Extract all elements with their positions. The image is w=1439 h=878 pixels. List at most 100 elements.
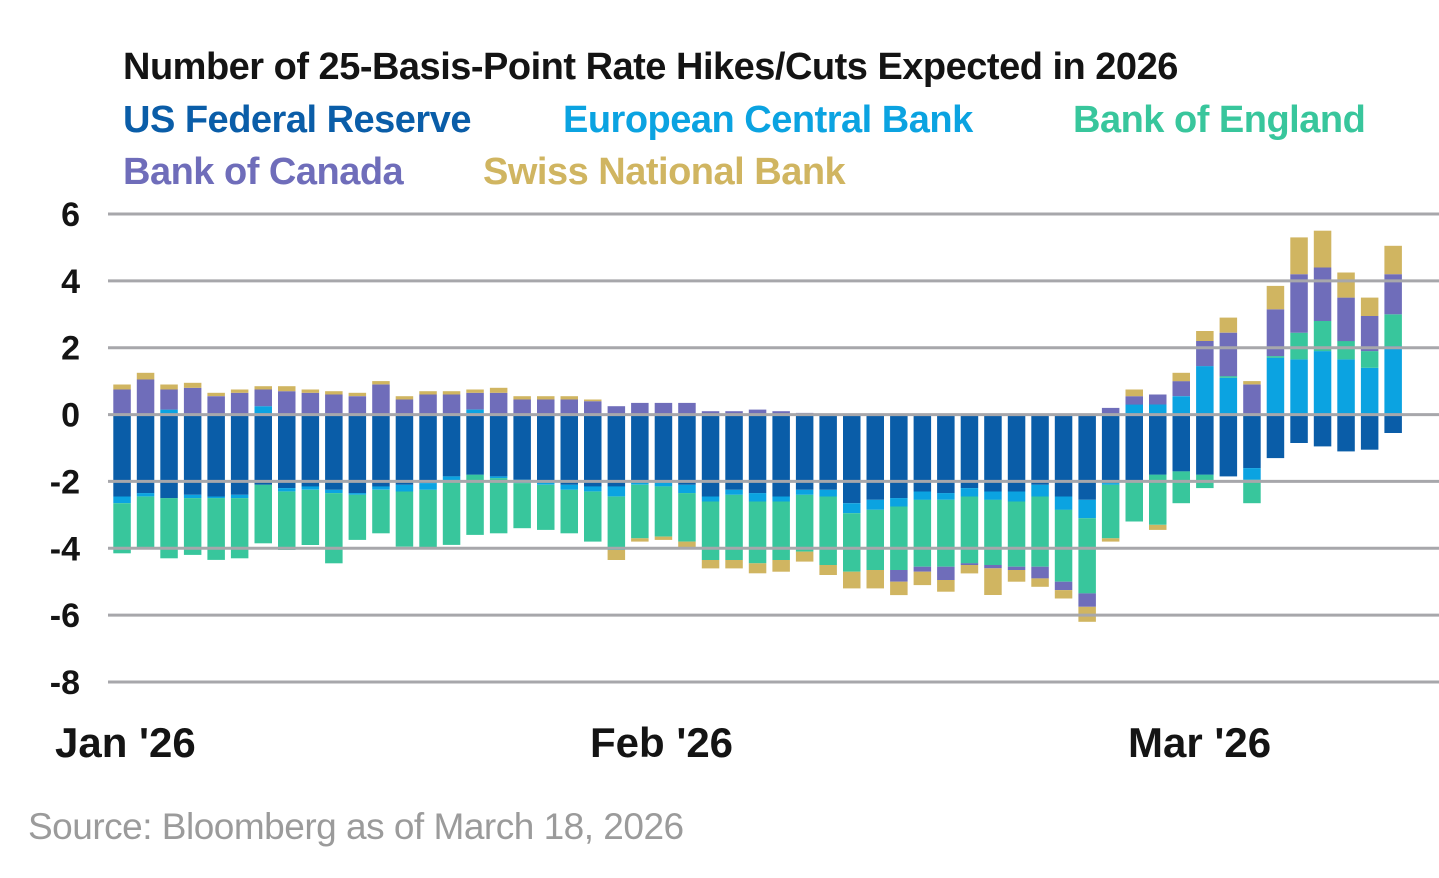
bar-segment bbox=[1290, 274, 1308, 333]
bar-segment bbox=[772, 501, 790, 560]
bar-segment bbox=[1384, 346, 1402, 415]
bar-segment bbox=[937, 566, 955, 581]
bar-segment bbox=[701, 560, 720, 569]
bar-segment bbox=[442, 476, 461, 482]
bar-segment bbox=[1384, 314, 1402, 347]
bar-segment bbox=[113, 496, 131, 504]
bar-segment bbox=[560, 414, 578, 485]
bar-segment bbox=[1196, 366, 1214, 415]
bar-segment bbox=[301, 389, 320, 393]
bar-segment bbox=[1384, 274, 1402, 315]
bar-segment bbox=[183, 387, 202, 415]
bar-segment bbox=[725, 411, 743, 415]
bar-segment bbox=[207, 414, 225, 497]
bar-segment bbox=[348, 392, 367, 397]
bar-segment bbox=[819, 496, 837, 565]
bar-segment bbox=[1360, 297, 1379, 316]
bar-segment bbox=[1125, 389, 1143, 397]
bar-segment bbox=[772, 414, 790, 497]
y-tick-label: -2 bbox=[50, 463, 80, 501]
bar-segment bbox=[372, 489, 390, 534]
bar-segment bbox=[701, 501, 720, 560]
bar-segment bbox=[678, 414, 696, 485]
bar-segment bbox=[136, 493, 155, 497]
bar-segment bbox=[1054, 581, 1073, 591]
bar-segment bbox=[372, 381, 390, 385]
bar-segment bbox=[1101, 484, 1120, 539]
bar-segment bbox=[607, 486, 626, 497]
bar-segment bbox=[1337, 359, 1355, 415]
bar-segment bbox=[1243, 468, 1261, 480]
bar-segment bbox=[1149, 404, 1167, 415]
bar-segment bbox=[1266, 356, 1285, 358]
bar-segment bbox=[584, 491, 602, 542]
bar-segment bbox=[1172, 372, 1190, 382]
bar-segment bbox=[584, 486, 602, 492]
bar-segment bbox=[843, 503, 861, 514]
bar-segment bbox=[325, 493, 343, 564]
bar-segment bbox=[1313, 230, 1332, 268]
chart-title: Number of 25-Basis-Point Rate Hikes/Cuts… bbox=[123, 46, 1178, 88]
bar-segment bbox=[913, 414, 932, 492]
bar-segment bbox=[890, 581, 908, 596]
bar-segment bbox=[513, 414, 531, 480]
bar-segment bbox=[136, 379, 155, 415]
bar-segment bbox=[937, 414, 955, 494]
bar-segment bbox=[419, 489, 437, 549]
bar-segment bbox=[701, 411, 720, 415]
bar-segment bbox=[1125, 396, 1143, 405]
bar-segment bbox=[866, 414, 884, 500]
bar-segment bbox=[372, 486, 390, 490]
bar-segment bbox=[725, 414, 743, 490]
bar-segment bbox=[1313, 321, 1332, 352]
legend-bank-of-england: Bank of England bbox=[1073, 99, 1366, 141]
bar-segment bbox=[1384, 414, 1402, 433]
bar-segment bbox=[913, 571, 932, 586]
bar-segment bbox=[537, 396, 555, 400]
bar-segment bbox=[843, 513, 861, 572]
bar-segment bbox=[160, 384, 178, 390]
bar-segment bbox=[1337, 341, 1355, 360]
bar-segment bbox=[442, 394, 461, 415]
bar-segment bbox=[1007, 491, 1026, 502]
bar-segment bbox=[466, 474, 484, 535]
bar-segment bbox=[913, 499, 932, 567]
bar-segment bbox=[1125, 481, 1143, 522]
bar-segment bbox=[230, 392, 249, 415]
bar-segment bbox=[748, 414, 767, 494]
bar-segment bbox=[1196, 414, 1214, 475]
bar-segment bbox=[819, 414, 837, 490]
gridlines-layer bbox=[108, 212, 1439, 684]
bar-segment bbox=[466, 392, 484, 410]
bar-segment bbox=[890, 498, 908, 507]
bar-segment bbox=[1243, 414, 1261, 469]
bar-segment bbox=[1360, 316, 1379, 352]
bar-segment bbox=[1219, 377, 1238, 415]
bar-segment bbox=[489, 476, 508, 479]
bar-segment bbox=[654, 481, 673, 487]
bar-segment bbox=[1313, 351, 1332, 415]
bar-segment bbox=[1125, 414, 1143, 482]
bar-segment bbox=[372, 384, 390, 415]
bar-segment bbox=[278, 386, 296, 392]
bar-segment bbox=[325, 394, 343, 415]
bar-segment bbox=[513, 396, 531, 400]
bar-segment bbox=[113, 503, 131, 554]
bar-segment bbox=[230, 494, 249, 499]
bar-segment bbox=[584, 401, 602, 415]
bar-segment bbox=[678, 484, 696, 494]
y-tick-label: 6 bbox=[61, 196, 80, 234]
bar-segment bbox=[725, 560, 743, 569]
bar-segment bbox=[937, 493, 955, 500]
bar-segment bbox=[819, 565, 837, 575]
bar-segment bbox=[207, 392, 225, 397]
bar-segment bbox=[1337, 297, 1355, 342]
bar-segment bbox=[1149, 414, 1167, 475]
bar-segment bbox=[1313, 267, 1332, 321]
bar-segment bbox=[301, 489, 320, 545]
bar-segment bbox=[1031, 484, 1049, 497]
bar-segment bbox=[1219, 317, 1238, 333]
bar-segment bbox=[183, 382, 202, 388]
bar-segment bbox=[160, 389, 178, 410]
bar-segment bbox=[395, 491, 414, 547]
